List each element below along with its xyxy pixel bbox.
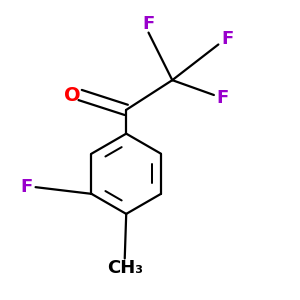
- Text: F: F: [142, 15, 154, 33]
- Text: F: F: [217, 89, 229, 107]
- Text: O: O: [64, 85, 81, 104]
- Text: F: F: [20, 178, 33, 196]
- Text: CH₃: CH₃: [107, 259, 143, 277]
- Text: F: F: [221, 30, 233, 48]
